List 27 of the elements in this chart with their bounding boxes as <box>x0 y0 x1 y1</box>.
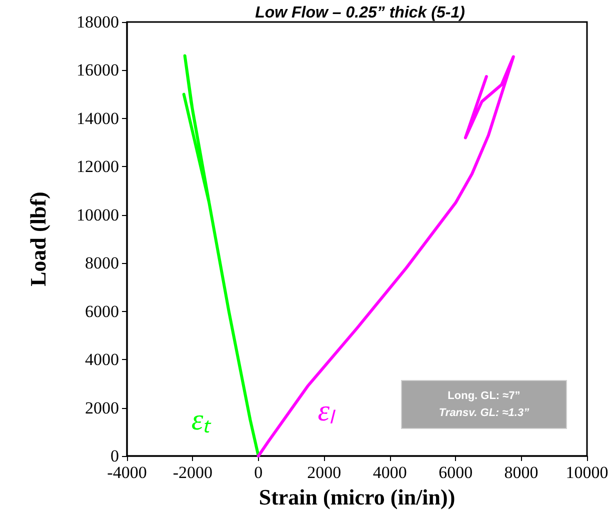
y-tick-label: 0 <box>110 446 119 466</box>
x-tick-label: 6000 <box>438 463 473 482</box>
annotation: Long. GL: ≈7” <box>446 388 522 404</box>
x-tick-label: 4000 <box>372 463 407 482</box>
y-tick-label: 4000 <box>85 350 119 370</box>
x-tick-label: 10000 <box>566 463 608 482</box>
note-box: Long. GL: ≈7” Transv. GL: ≈1.3” <box>401 380 567 429</box>
annotation: Transv. GL: ≈1.3” <box>438 406 530 420</box>
chart-title: Low Flow – 0.25” thick (5-1) <box>255 4 465 22</box>
series-label: εₜ <box>191 403 212 436</box>
x-tick-label: 8000 <box>504 463 538 482</box>
y-tick-label: 12000 <box>76 157 119 176</box>
x-tick-label: -4000 <box>107 463 147 482</box>
x-axis-title: Strain (micro (in/in)) <box>258 484 456 510</box>
y-tick-label: 18000 <box>76 12 119 32</box>
x-tick-label: 2000 <box>307 463 342 482</box>
y-tick-label: 10000 <box>76 205 119 224</box>
y-tick-label: 14000 <box>76 108 119 128</box>
y-tick-label: 6000 <box>85 302 119 321</box>
series-label: εₗ <box>318 394 337 428</box>
y-tick-label: 8000 <box>85 254 119 273</box>
x-tick-label: 0 <box>254 463 263 482</box>
line-series <box>182 54 260 458</box>
y-tick-label: 2000 <box>85 398 119 418</box>
x-tick-label: -2000 <box>172 463 213 482</box>
y-axis-title: Load (lbf) <box>26 192 50 286</box>
y-tick-label: 16000 <box>76 60 119 80</box>
